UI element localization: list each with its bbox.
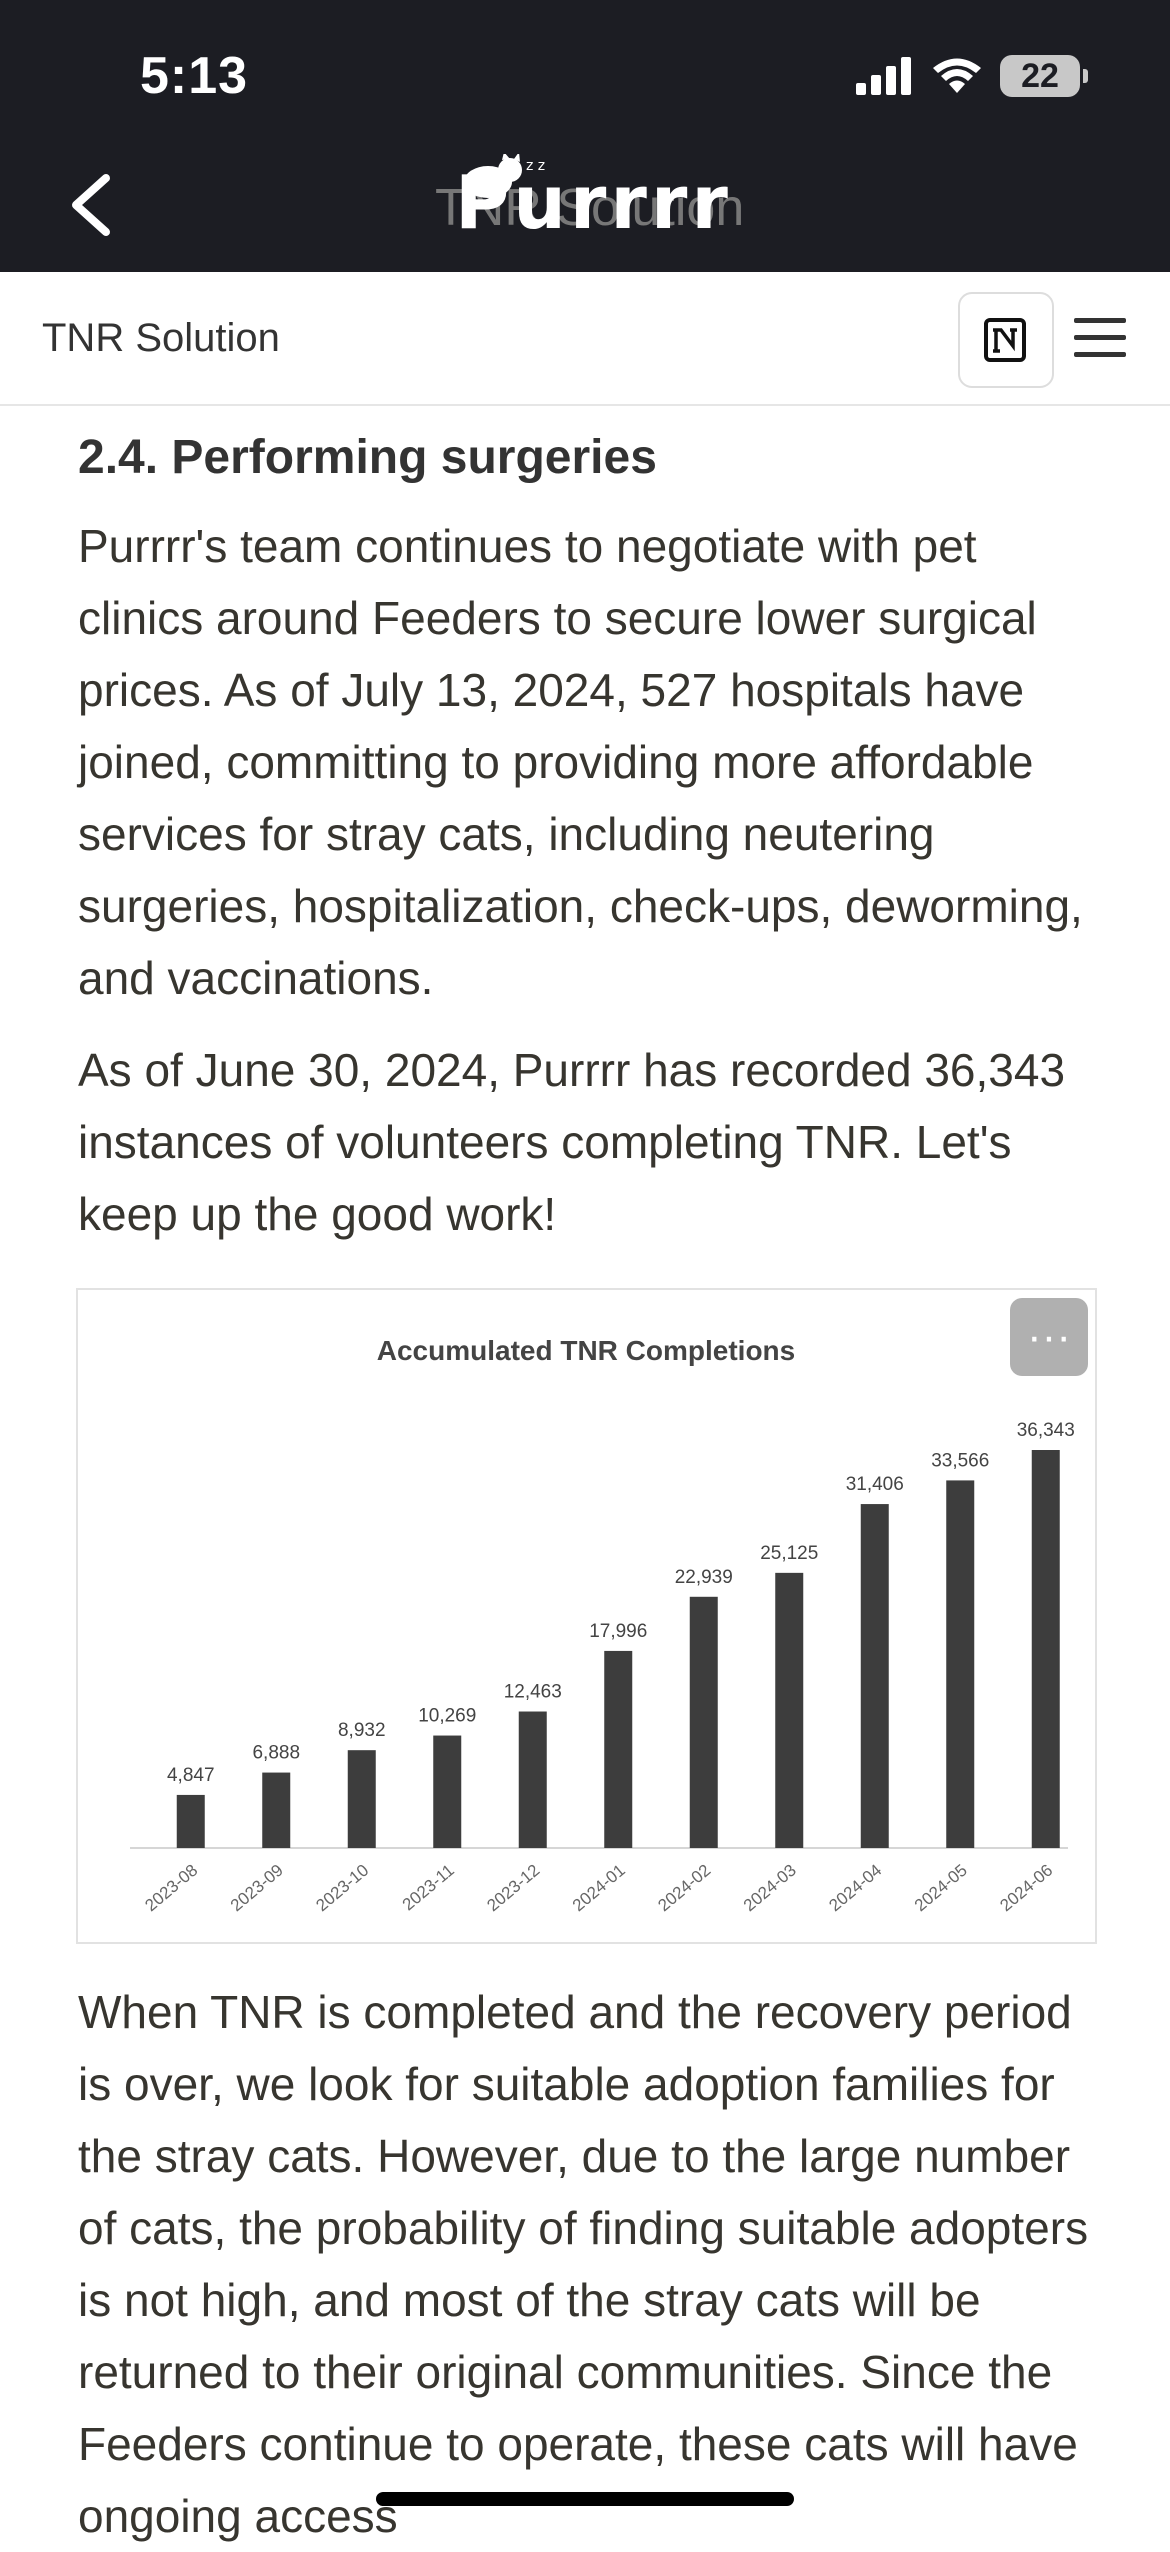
bar-value-label: 36,343 [1017, 1420, 1075, 1441]
bar-value-label: 4,847 [167, 1765, 215, 1786]
x-tick-label: 2024-04 [825, 1861, 885, 1916]
x-tick-label: 2023-09 [227, 1861, 287, 1916]
bar-value-label: 10,269 [418, 1706, 476, 1727]
bar-value-label: 33,566 [931, 1450, 989, 1471]
bar-value-label: 6,888 [252, 1743, 300, 1764]
chart-bar [1031, 1450, 1060, 1848]
x-tick-label: 2024-06 [996, 1861, 1056, 1916]
svg-text:z z: z z [526, 158, 545, 174]
chart-bar [946, 1480, 975, 1848]
chart-bar [262, 1772, 291, 1848]
x-tick-label: 2023-11 [399, 1861, 458, 1915]
status-icons: 22 [856, 55, 1088, 97]
chart-more-options-button[interactable]: ··· [1010, 1298, 1088, 1376]
wifi-icon [933, 58, 981, 93]
app-logo: Purrrr [455, 160, 732, 246]
chart-bar [775, 1572, 804, 1848]
page-title[interactable]: TNR Solution [42, 316, 280, 360]
chart-bar [347, 1750, 376, 1848]
battery-level: 22 [1021, 56, 1059, 95]
bar-value-label: 12,463 [504, 1682, 562, 1703]
article-content: 2.4. Performing surgeries Purrrr's team … [78, 404, 1098, 1250]
status-time: 5:13 [140, 47, 249, 105]
cat-logo-icon: z z [464, 154, 545, 198]
paragraph-adoption: When TNR is completed and the recovery p… [78, 1986, 1089, 2542]
battery-icon: 22 [1000, 55, 1088, 97]
back-chevron-icon[interactable] [62, 172, 122, 238]
app-header: 5:13 22 TNR Solution z z Purrrr [0, 0, 1170, 272]
x-tick-label: 2023-10 [312, 1861, 372, 1916]
home-indicator [376, 2492, 794, 2506]
accumulated-tnr-chart: Accumulated TNR Completions 4,847 2023-08 6… [130, 1335, 1075, 1916]
chart-bar [860, 1504, 889, 1848]
x-tick-label: 2024-05 [911, 1861, 971, 1916]
bar-value-label: 17,996 [589, 1621, 647, 1642]
chart-bar [604, 1650, 633, 1848]
hamburger-menu-icon[interactable] [1072, 312, 1128, 364]
x-tick-label: 2024-01 [569, 1861, 629, 1916]
chart-bar [433, 1735, 462, 1848]
paragraph-clinics: Purrrr's team continues to negotiate wit… [78, 520, 1083, 1004]
signal-icon [856, 57, 911, 95]
x-tick-label: 2023-08 [141, 1861, 201, 1916]
bar-value-label: 8,932 [338, 1720, 386, 1741]
notion-button[interactable] [958, 292, 1054, 388]
bar-value-label: 31,406 [846, 1474, 904, 1495]
x-tick-label: 2024-02 [654, 1861, 714, 1916]
chart-title: Accumulated TNR Completions [377, 1335, 795, 1366]
more-options-icon: ··· [1027, 1312, 1071, 1361]
section-heading: 2.4. Performing surgeries [78, 431, 657, 484]
notion-logo-icon [984, 318, 1026, 362]
paragraph-tnr-count: As of June 30, 2024, Purrrr has recorded… [78, 1044, 1066, 1240]
chart-bar [176, 1794, 205, 1848]
bar-value-label: 22,939 [675, 1567, 733, 1588]
page-bar: TNR Solution [0, 272, 1170, 406]
x-tick-label: 2023-12 [483, 1861, 543, 1916]
chart-card: Accumulated TNR Completions 4,847 2023-08 6… [76, 1288, 1097, 1944]
bar-value-label: 25,125 [760, 1543, 818, 1564]
x-tick-label: 2024-03 [740, 1861, 800, 1916]
chart-bar [518, 1711, 547, 1848]
chart-bar [689, 1596, 718, 1848]
